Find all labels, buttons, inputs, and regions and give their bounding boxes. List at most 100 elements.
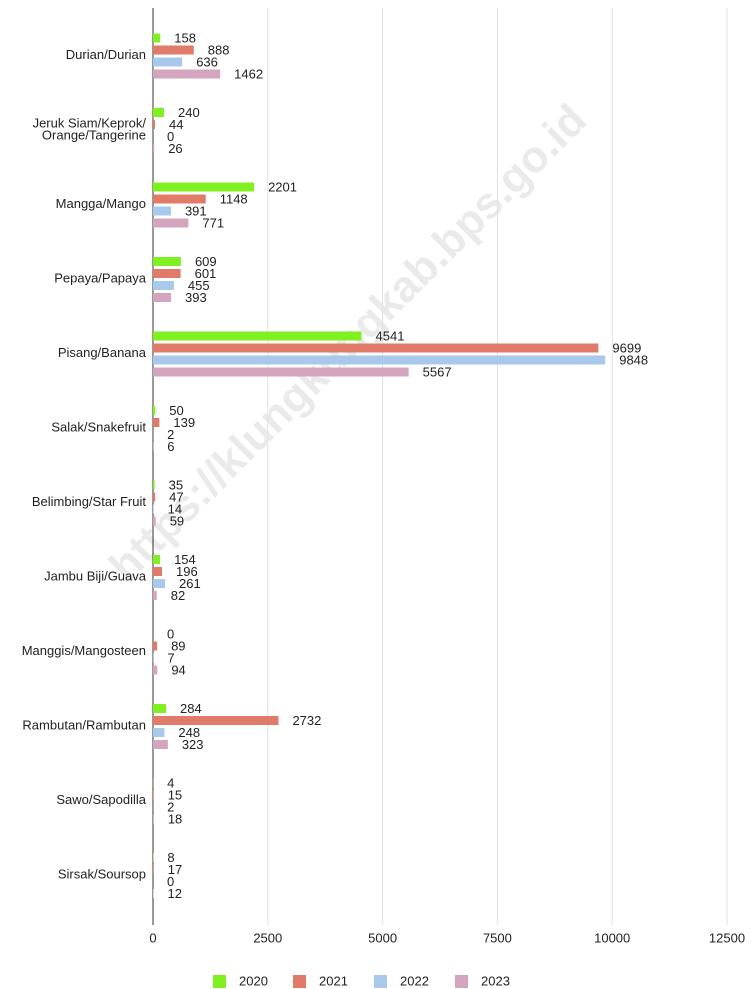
data-label: 158 — [174, 30, 196, 45]
data-label: 601 — [195, 266, 217, 281]
bar — [153, 641, 158, 651]
x-tick-label: 10000 — [594, 930, 630, 945]
bar — [153, 367, 409, 377]
data-label: 7 — [167, 650, 174, 665]
label-line: Sawo/Sapodilla — [56, 792, 146, 807]
data-label: 17 — [168, 862, 182, 877]
bar — [153, 57, 183, 67]
label-line: Salak/Snakefruit — [51, 420, 146, 435]
data-label: 139 — [173, 415, 195, 430]
bar — [153, 591, 157, 600]
x-tick-label: 0 — [149, 930, 156, 945]
label-line: Mangga/Mango — [56, 196, 146, 211]
x-tick-label: 2500 — [253, 930, 282, 945]
legend-label: 2020 — [239, 973, 268, 988]
data-label: 240 — [178, 105, 200, 120]
x-tick-label: 12500 — [709, 930, 745, 945]
label-line: Durian/Durian — [66, 47, 146, 62]
bar — [153, 567, 163, 576]
data-label: 2 — [167, 427, 174, 442]
bar — [153, 218, 189, 228]
y-tick-label: Sawo/Sapodilla — [56, 792, 146, 807]
bar — [153, 281, 174, 290]
label-line: Jeruk Siam/Keprok/ — [33, 116, 147, 131]
data-label: 4 — [167, 775, 174, 790]
y-tick-label: Rambutan/Rambutan — [22, 718, 146, 733]
bar — [153, 579, 165, 588]
label-line: Rambutan/Rambutan — [22, 718, 146, 733]
data-label: 5567 — [423, 364, 452, 379]
label-line: Jambu Biji/Guava — [44, 569, 147, 584]
label-line: Manggis/Mangosteen — [22, 643, 146, 658]
bar — [153, 194, 206, 204]
bar — [153, 120, 156, 129]
data-label: 59 — [170, 513, 184, 528]
data-label: 47 — [169, 489, 183, 504]
bar — [153, 480, 155, 490]
bar — [153, 740, 168, 749]
bar — [153, 555, 161, 564]
legend-swatch — [374, 975, 387, 988]
bar — [153, 814, 154, 824]
bar — [153, 144, 155, 153]
data-label: 2 — [167, 799, 174, 814]
bar — [153, 406, 156, 415]
label-line: Belimbing/Star Fruit — [32, 494, 147, 509]
data-label: 9848 — [619, 352, 648, 367]
legend-swatch — [213, 975, 226, 988]
y-tick-label: Salak/Snakefruit — [51, 420, 146, 435]
data-label: 888 — [208, 42, 230, 57]
data-label: 1462 — [234, 66, 263, 81]
legend-swatch — [293, 975, 306, 988]
data-label: 14 — [168, 501, 182, 516]
bar — [153, 69, 221, 79]
data-label: 9699 — [612, 340, 641, 355]
bar — [153, 418, 160, 427]
legend-label: 2021 — [319, 973, 348, 988]
label-line: Pisang/Banana — [58, 345, 147, 360]
x-tick-label: 5000 — [368, 930, 397, 945]
y-tick-label: Durian/Durian — [66, 47, 146, 62]
y-tick-label: Pisang/Banana — [58, 345, 147, 360]
y-tick-label: Belimbing/Star Fruit — [32, 494, 147, 509]
bar — [153, 865, 154, 874]
data-label: 26 — [168, 141, 182, 156]
data-label: 1148 — [220, 191, 248, 206]
data-label: 50 — [169, 403, 183, 418]
data-label: 393 — [185, 290, 207, 305]
data-label: 0 — [167, 129, 174, 144]
label-line: Sirsak/Soursop — [58, 867, 146, 882]
data-label: 44 — [169, 117, 183, 132]
y-tick-label: Mangga/Mango — [56, 196, 146, 211]
bar — [153, 331, 362, 341]
data-label: 391 — [185, 203, 207, 218]
data-label: 15 — [168, 787, 182, 802]
data-label: 2732 — [292, 713, 321, 728]
bar — [153, 293, 172, 302]
y-tick-label: Sirsak/Soursop — [58, 867, 146, 882]
bar — [153, 889, 154, 898]
data-label: 82 — [171, 588, 185, 603]
data-label: 455 — [188, 278, 210, 293]
bar — [153, 45, 194, 55]
data-label: 196 — [176, 564, 198, 579]
bar — [153, 206, 171, 216]
data-label: 323 — [182, 737, 204, 752]
label-line: Orange/Tangerine — [42, 128, 146, 143]
bar — [153, 516, 156, 526]
data-label: 248 — [178, 725, 200, 740]
bar — [153, 343, 599, 353]
data-label: 261 — [179, 576, 201, 591]
label-line: Pepaya/Papaya — [54, 271, 147, 286]
legend-swatch — [455, 975, 468, 988]
data-label: 94 — [171, 662, 185, 677]
data-label: 89 — [171, 638, 185, 653]
bar — [153, 492, 156, 502]
bar — [153, 355, 606, 365]
data-label: 284 — [180, 701, 202, 716]
data-label: 636 — [196, 54, 218, 69]
data-label: 35 — [169, 477, 183, 492]
data-label: 12 — [168, 886, 182, 901]
bar — [153, 269, 181, 278]
